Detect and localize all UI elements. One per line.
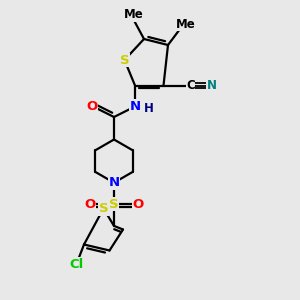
Text: S: S xyxy=(120,53,129,67)
Text: S: S xyxy=(109,198,119,211)
Text: Me: Me xyxy=(124,8,143,22)
Text: S: S xyxy=(99,202,108,215)
Text: Cl: Cl xyxy=(69,257,84,271)
Text: C: C xyxy=(186,79,195,92)
Text: H: H xyxy=(144,101,153,115)
Text: N: N xyxy=(129,100,141,113)
Text: O: O xyxy=(86,100,97,113)
Text: O: O xyxy=(132,198,144,211)
Text: N: N xyxy=(206,79,217,92)
Text: O: O xyxy=(84,198,96,211)
Text: Me: Me xyxy=(176,17,196,31)
Text: N: N xyxy=(108,176,120,189)
